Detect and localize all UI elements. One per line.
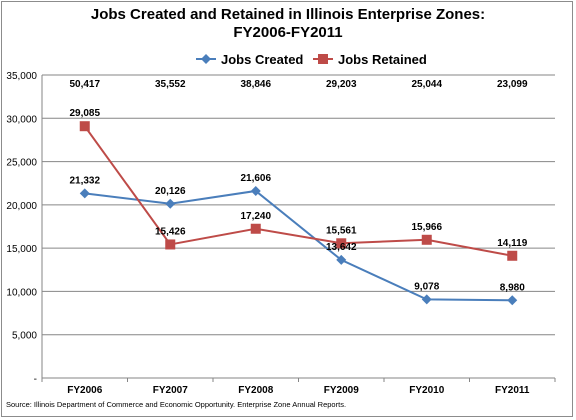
legend-entry: Jobs Retained [338, 52, 427, 67]
data-label: 21,606 [240, 173, 271, 184]
total-label: 38,846 [240, 79, 271, 90]
series-line-2 [83, 125, 513, 257]
data-label: 13,642 [326, 242, 357, 253]
x-tick-label: FY2009 [324, 385, 359, 396]
total-label: 23,099 [497, 79, 528, 90]
data-label: 9,078 [414, 281, 439, 292]
legend-marker [201, 54, 211, 64]
chart-title-line-2: FY2006-FY2011 [233, 24, 343, 41]
series-line-1 [84, 189, 513, 302]
series-point [250, 223, 261, 234]
y-tick-label: 15,000 [6, 244, 37, 255]
data-label: 15,966 [411, 222, 442, 233]
series-point [421, 294, 432, 305]
source-note: Source: Illinois Department of Commerce … [6, 400, 347, 409]
data-label: 20,126 [155, 186, 186, 197]
data-label: 14,119 [497, 238, 527, 249]
x-tick-label: FY2010 [409, 385, 444, 396]
x-tick-label: FY2006 [67, 385, 102, 396]
data-label: 15,561 [326, 225, 357, 236]
y-tick-label: 25,000 [6, 158, 37, 169]
y-tick-label: 5,000 [12, 331, 37, 342]
legend-marker [318, 54, 328, 64]
data-label: 15,426 [155, 226, 186, 237]
y-tick-label: 30,000 [6, 114, 37, 125]
y-tick-label: 10,000 [6, 287, 37, 298]
series-point [507, 295, 518, 306]
data-label: 21,332 [69, 175, 100, 186]
series-point [336, 238, 347, 249]
x-tick-label: FY2011 [495, 385, 530, 396]
data-label: 8,980 [500, 282, 525, 293]
data-label: 17,240 [240, 211, 271, 222]
series-point [79, 121, 90, 132]
total-label: 29,203 [326, 79, 357, 90]
y-tick-label: 35,000 [6, 71, 37, 82]
total-label: 50,417 [69, 79, 100, 90]
series-point [336, 254, 347, 265]
y-tick-label: 20,000 [6, 201, 37, 212]
x-tick-label: FY2008 [238, 385, 273, 396]
series-point [421, 234, 432, 245]
series-point [165, 239, 176, 250]
chart-title-line-1: Jobs Created and Retained in Illinois En… [90, 6, 486, 23]
x-tick-label: FY2007 [153, 385, 188, 396]
series-point [165, 198, 176, 209]
total-label: 25,044 [411, 79, 442, 90]
series-point [507, 250, 518, 261]
series-point [79, 188, 90, 199]
data-label: 29,085 [69, 108, 100, 119]
y-tick-label: - [34, 374, 37, 385]
legend-entry: Jobs Created [221, 52, 303, 67]
series-point [250, 185, 261, 196]
total-label: 35,552 [155, 79, 186, 90]
